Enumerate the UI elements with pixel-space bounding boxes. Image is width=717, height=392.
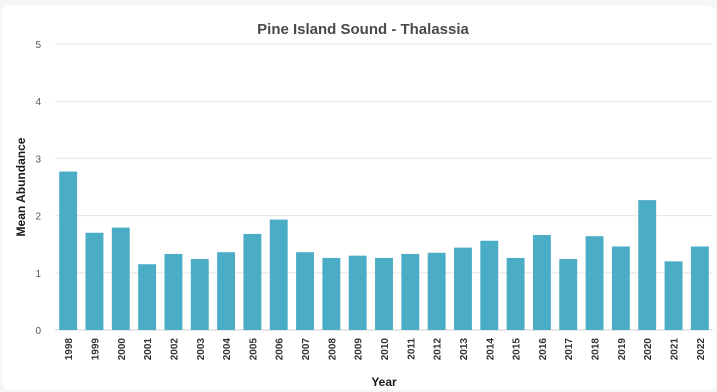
bars — [59, 171, 709, 330]
x-tick-label: 2003 — [196, 338, 207, 361]
bar-2018 — [585, 236, 604, 330]
y-tick-label: 1 — [35, 269, 41, 280]
x-tick-label: 2022 — [696, 338, 707, 361]
y-tick-label: 5 — [35, 40, 41, 51]
bar-2015 — [506, 257, 525, 330]
x-tick-label: 2007 — [301, 338, 312, 361]
bar-2022 — [690, 246, 709, 330]
x-tick-label: 2018 — [591, 338, 602, 361]
x-tick-label: 2004 — [222, 338, 233, 361]
bar-2003 — [190, 259, 209, 330]
bar-2011 — [401, 253, 420, 330]
bar-2002 — [164, 253, 183, 330]
bar-2012 — [427, 252, 446, 330]
y-tick-label: 3 — [35, 154, 41, 165]
bar-2008 — [322, 257, 341, 330]
x-tick-label: 2006 — [275, 338, 286, 361]
x-tick-label: 2009 — [354, 338, 365, 361]
y-tick-label: 4 — [35, 97, 41, 108]
bar-2014 — [480, 240, 499, 330]
bar-2001 — [138, 264, 157, 330]
x-tick-label: 1999 — [90, 338, 101, 361]
bar-2019 — [611, 246, 630, 330]
x-tick-label: 2019 — [617, 338, 628, 361]
bar-1998 — [59, 171, 78, 330]
y-tick-label: 2 — [35, 212, 41, 223]
x-tick-label: 2015 — [512, 338, 523, 361]
x-tick-label: 2017 — [564, 338, 575, 361]
y-axis-ticks: 0 1 2 3 4 5 — [35, 40, 41, 337]
bar-2021 — [664, 261, 683, 330]
bar-2020 — [638, 200, 657, 330]
y-axis-title: Mean Abundance — [14, 137, 28, 236]
bar-2007 — [296, 252, 314, 330]
bar-2000 — [111, 227, 130, 330]
x-tick-label: 2011 — [406, 338, 417, 360]
bar-2005 — [243, 233, 262, 330]
x-tick-label: 2021 — [670, 338, 681, 361]
x-tick-label: 2002 — [169, 338, 180, 361]
x-tick-label: 2008 — [327, 338, 338, 361]
bar-2013 — [454, 247, 472, 330]
bar-2016 — [532, 235, 551, 330]
bar-2009 — [348, 255, 367, 330]
x-tick-label: 2012 — [433, 338, 444, 361]
x-tick-label: 2016 — [538, 338, 549, 361]
x-axis-ticks: 1998 1999 2000 2001 2002 2003 2004 2005 2006 2007… — [64, 338, 707, 361]
bar-2010 — [375, 257, 393, 330]
bar-2006 — [269, 219, 288, 330]
chart-title: Pine Island Sound - Thalassia — [257, 21, 469, 38]
x-tick-label: 2005 — [248, 338, 259, 361]
bar-1999 — [85, 232, 104, 330]
x-tick-label: 2001 — [143, 338, 154, 361]
bar-2004 — [217, 252, 236, 330]
bar-2017 — [559, 259, 578, 330]
x-tick-label: 2020 — [643, 338, 654, 361]
x-axis-title: Year — [371, 375, 397, 389]
x-tick-label: 1998 — [64, 338, 75, 361]
x-tick-label: 2014 — [485, 338, 496, 361]
x-tick-label: 2013 — [459, 338, 470, 361]
x-tick-label: 2010 — [380, 338, 391, 361]
x-tick-label: 2000 — [117, 338, 128, 361]
y-tick-label: 0 — [35, 326, 41, 337]
